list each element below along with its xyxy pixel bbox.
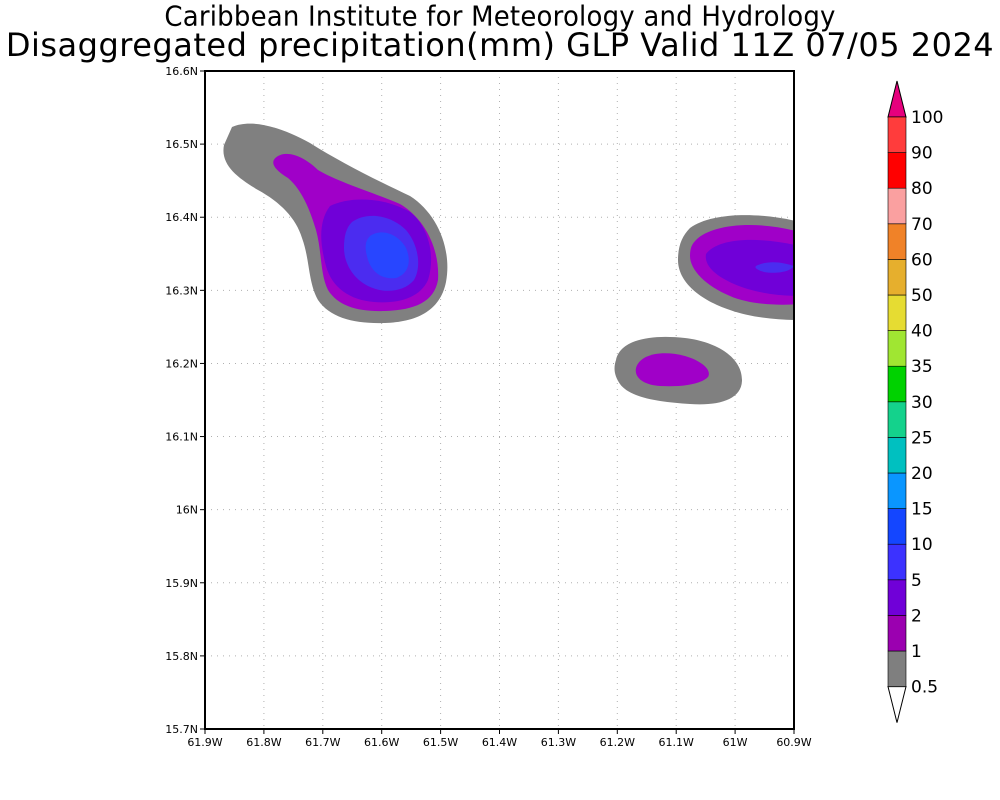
colorbar-swatch — [887, 116, 907, 153]
colorbar-label: 15 — [911, 500, 933, 520]
precip-area-south-center — [614, 336, 742, 405]
y-tick-label: 16.4N — [165, 211, 198, 224]
colorbar-swatch — [887, 543, 907, 581]
precip-contour-blue — [365, 232, 409, 279]
precip-contour-magenta — [635, 353, 709, 387]
x-tick-label: 61.9W — [187, 736, 222, 749]
colorbar-swatch — [887, 579, 907, 616]
x-tick-label: 61.1W — [659, 736, 694, 749]
precip-layer — [223, 123, 794, 405]
colorbar-label: 100 — [911, 108, 943, 128]
colorbar-label: 90 — [911, 144, 933, 164]
colorbar-swatch — [887, 223, 907, 260]
colorbar-label: 5 — [911, 571, 922, 591]
colorbar-label: 0.5 — [911, 678, 938, 698]
y-tick-label: 16.1N — [165, 431, 198, 444]
colorbar-label: 80 — [911, 179, 933, 199]
colorbar-label: 2 — [911, 606, 922, 626]
y-tick-label: 16.5N — [165, 138, 198, 151]
map-gridlines — [205, 71, 794, 729]
precip-contour-violet — [755, 262, 794, 273]
y-tick-label: 16N — [176, 504, 198, 517]
y-tick-label: 15.7N — [165, 723, 198, 736]
precip-contour-purple — [705, 239, 794, 296]
y-tick-label: 15.9N — [165, 577, 198, 590]
colorbar-label: 25 — [911, 428, 933, 448]
map-axes: 61.9W 61.8W 61.7W 61.6W 61.5W 61.4W 61.3W 61.2W… — [165, 65, 812, 749]
colorbar-label: 40 — [911, 322, 933, 342]
x-tick-label: 61.8W — [246, 736, 281, 749]
y-tick-label: 16.6N — [165, 65, 198, 78]
colorbar-label: 30 — [911, 393, 933, 413]
y-tick-label: 15.8N — [165, 650, 198, 663]
x-tick-label: 61.6W — [364, 736, 399, 749]
chart-title-institute: Caribbean Institute for Meteorology and … — [164, 1, 836, 33]
y-tick-label: 16.2N — [165, 357, 198, 370]
colorbar-swatch — [887, 472, 907, 509]
colorbar-label: 35 — [911, 357, 933, 377]
x-tick-label: 61.3W — [541, 736, 576, 749]
colorbar-swatch — [887, 650, 907, 687]
x-tick-label: 61.2W — [600, 736, 635, 749]
colorbar-label: 60 — [911, 250, 933, 270]
colorbar-label: 20 — [911, 464, 933, 484]
colorbar-swatch — [887, 615, 907, 652]
x-tick-label: 61W — [723, 736, 748, 749]
colorbar-swatch — [887, 508, 907, 545]
x-tick-label: 61.4W — [482, 736, 517, 749]
colorbar-swatch — [887, 152, 907, 189]
colorbar-swatch — [887, 365, 907, 403]
colorbar-swatch — [887, 437, 907, 474]
precip-area-east — [678, 215, 794, 320]
colorbar-label: 1 — [911, 642, 922, 662]
colorbar-top-arrow — [887, 80, 907, 118]
colorbar-bottom-arrow — [887, 686, 907, 723]
colorbar-label: 10 — [911, 535, 933, 555]
colorbar-swatch — [887, 294, 907, 331]
x-tick-label: 61.5W — [423, 736, 458, 749]
colorbar-label: 70 — [911, 215, 933, 235]
colorbar-swatch — [887, 401, 907, 438]
colorbar-swatch — [887, 259, 907, 296]
chart-title-product: Disaggregated precipitation(mm) GLP Vali… — [5, 26, 995, 64]
y-tick-label: 16.3N — [165, 284, 198, 297]
x-tick-label: 61.7W — [305, 736, 340, 749]
precip-area-northwest — [223, 123, 448, 324]
colorbar-swatch — [887, 187, 907, 225]
colorbar-swatch — [887, 330, 907, 367]
x-tick-label: 60.9W — [776, 736, 811, 749]
colorbar-label: 50 — [911, 286, 933, 306]
